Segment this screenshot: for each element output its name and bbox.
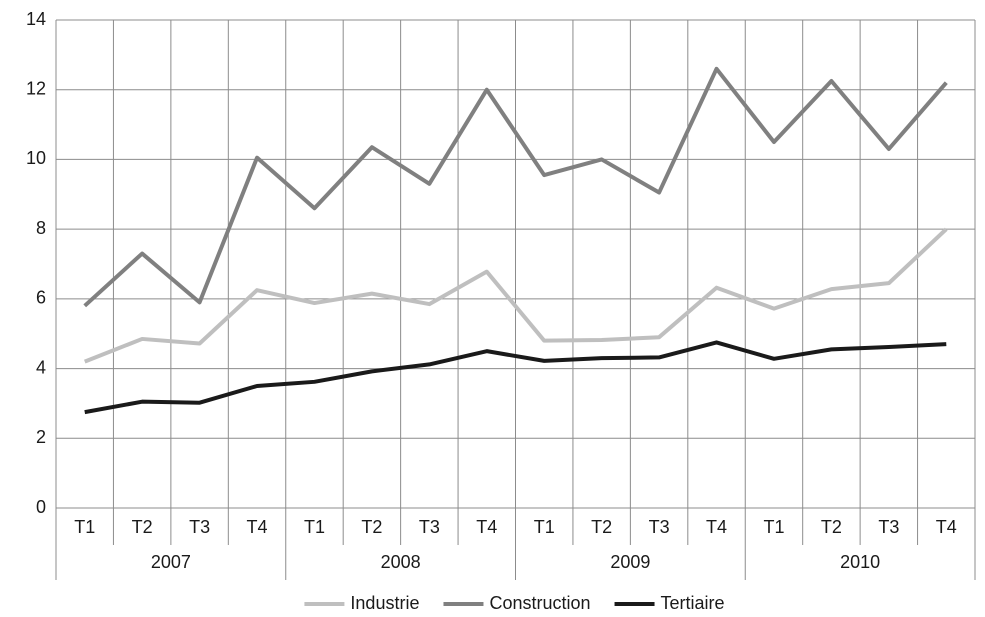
legend-label: Construction xyxy=(489,593,590,613)
y-tick-label: 10 xyxy=(26,148,46,168)
y-tick-label: 0 xyxy=(36,497,46,517)
x-tick-label: T4 xyxy=(247,517,268,537)
x-tick-label: T3 xyxy=(189,517,210,537)
x-tick-label: T1 xyxy=(304,517,325,537)
y-tick-label: 6 xyxy=(36,288,46,308)
x-tick-label: T1 xyxy=(534,517,555,537)
y-tick-label: 4 xyxy=(36,357,46,377)
legend-label: Industrie xyxy=(350,593,419,613)
group-label: 2007 xyxy=(151,552,191,572)
x-tick-label: T2 xyxy=(591,517,612,537)
group-label: 2009 xyxy=(610,552,650,572)
x-tick-label: T1 xyxy=(763,517,784,537)
y-tick-label: 12 xyxy=(26,78,46,98)
x-tick-label: T4 xyxy=(476,517,497,537)
series-line xyxy=(83,66,948,308)
group-label: 2008 xyxy=(381,552,421,572)
legend-label: Tertiaire xyxy=(661,593,725,613)
x-tick-label: T3 xyxy=(649,517,670,537)
x-tick-label: T2 xyxy=(361,517,382,537)
y-tick-label: 8 xyxy=(36,218,46,238)
x-tick-label: T4 xyxy=(936,517,957,537)
x-tick-label: T3 xyxy=(878,517,899,537)
x-tick-label: T3 xyxy=(419,517,440,537)
group-label: 2010 xyxy=(840,552,880,572)
x-tick-label: T2 xyxy=(821,517,842,537)
x-tick-label: T1 xyxy=(74,517,95,537)
y-tick-label: 14 xyxy=(26,9,46,29)
x-tick-label: T2 xyxy=(132,517,153,537)
series-line xyxy=(84,340,947,415)
x-tick-label: T4 xyxy=(706,517,727,537)
y-tick-label: 2 xyxy=(36,427,46,447)
series-line xyxy=(83,227,948,364)
